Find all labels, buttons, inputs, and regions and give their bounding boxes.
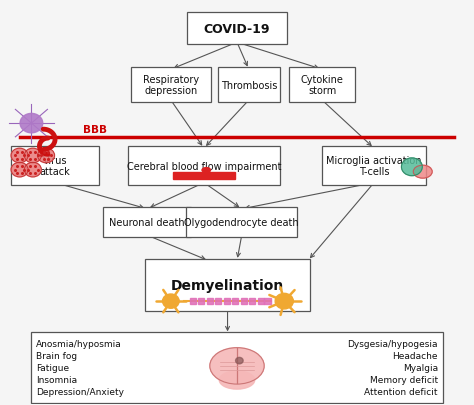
FancyBboxPatch shape [187, 13, 287, 45]
Text: Olygodendrocyte death: Olygodendrocyte death [184, 218, 299, 228]
Bar [264, 298, 271, 304]
FancyBboxPatch shape [218, 68, 280, 102]
FancyBboxPatch shape [131, 68, 211, 102]
Text: Respiratory
depression: Respiratory depression [143, 75, 199, 96]
FancyBboxPatch shape [289, 68, 355, 102]
Text: BBB: BBB [83, 125, 108, 135]
Text: Anosmia/hyposmia: Anosmia/hyposmia [36, 339, 122, 348]
Text: Attention deficit: Attention deficit [365, 387, 438, 396]
Circle shape [20, 114, 43, 134]
Text: Memory deficit: Memory deficit [370, 375, 438, 384]
FancyBboxPatch shape [128, 147, 280, 185]
Text: Dysgesia/hypogesia: Dysgesia/hypogesia [347, 339, 438, 348]
Text: Demyelination: Demyelination [171, 278, 284, 292]
Circle shape [24, 163, 41, 177]
Text: Cerebral blood flow impairment: Cerebral blood flow impairment [127, 161, 281, 171]
Bar [215, 298, 221, 304]
Ellipse shape [202, 168, 210, 173]
Bar [173, 173, 235, 179]
FancyBboxPatch shape [322, 147, 426, 185]
Text: Brain fog: Brain fog [36, 351, 77, 360]
Text: COVID-19: COVID-19 [204, 22, 270, 35]
FancyBboxPatch shape [103, 207, 191, 238]
Bar [207, 298, 213, 304]
Text: Fatigue: Fatigue [36, 363, 69, 372]
Circle shape [11, 163, 28, 177]
FancyBboxPatch shape [31, 333, 443, 403]
Circle shape [163, 294, 179, 309]
Circle shape [236, 358, 243, 364]
Ellipse shape [210, 348, 264, 384]
FancyBboxPatch shape [186, 207, 297, 238]
Text: Neuronal death: Neuronal death [109, 218, 185, 228]
Text: Depression/Anxiety: Depression/Anxiety [36, 387, 124, 396]
Bar [190, 298, 196, 304]
Circle shape [37, 149, 55, 163]
Text: Insomnia: Insomnia [36, 375, 77, 384]
Text: Cytokine
storm: Cytokine storm [301, 75, 344, 96]
Bar [198, 298, 204, 304]
Bar [232, 298, 238, 304]
Bar [241, 298, 247, 304]
Bar [224, 298, 230, 304]
Circle shape [275, 294, 293, 309]
FancyBboxPatch shape [145, 259, 310, 311]
Text: Virus
attack: Virus attack [40, 156, 71, 177]
Circle shape [11, 149, 28, 163]
Circle shape [24, 149, 41, 163]
Ellipse shape [219, 371, 255, 389]
Ellipse shape [413, 166, 432, 179]
Bar [258, 298, 264, 304]
Circle shape [401, 158, 422, 176]
Text: Myalgia: Myalgia [403, 363, 438, 372]
Text: Headache: Headache [392, 351, 438, 360]
Text: Thrombosis: Thrombosis [220, 81, 277, 90]
Text: Microglia activation
T-cells: Microglia activation T-cells [326, 156, 422, 177]
Bar [249, 298, 255, 304]
FancyBboxPatch shape [11, 147, 99, 185]
